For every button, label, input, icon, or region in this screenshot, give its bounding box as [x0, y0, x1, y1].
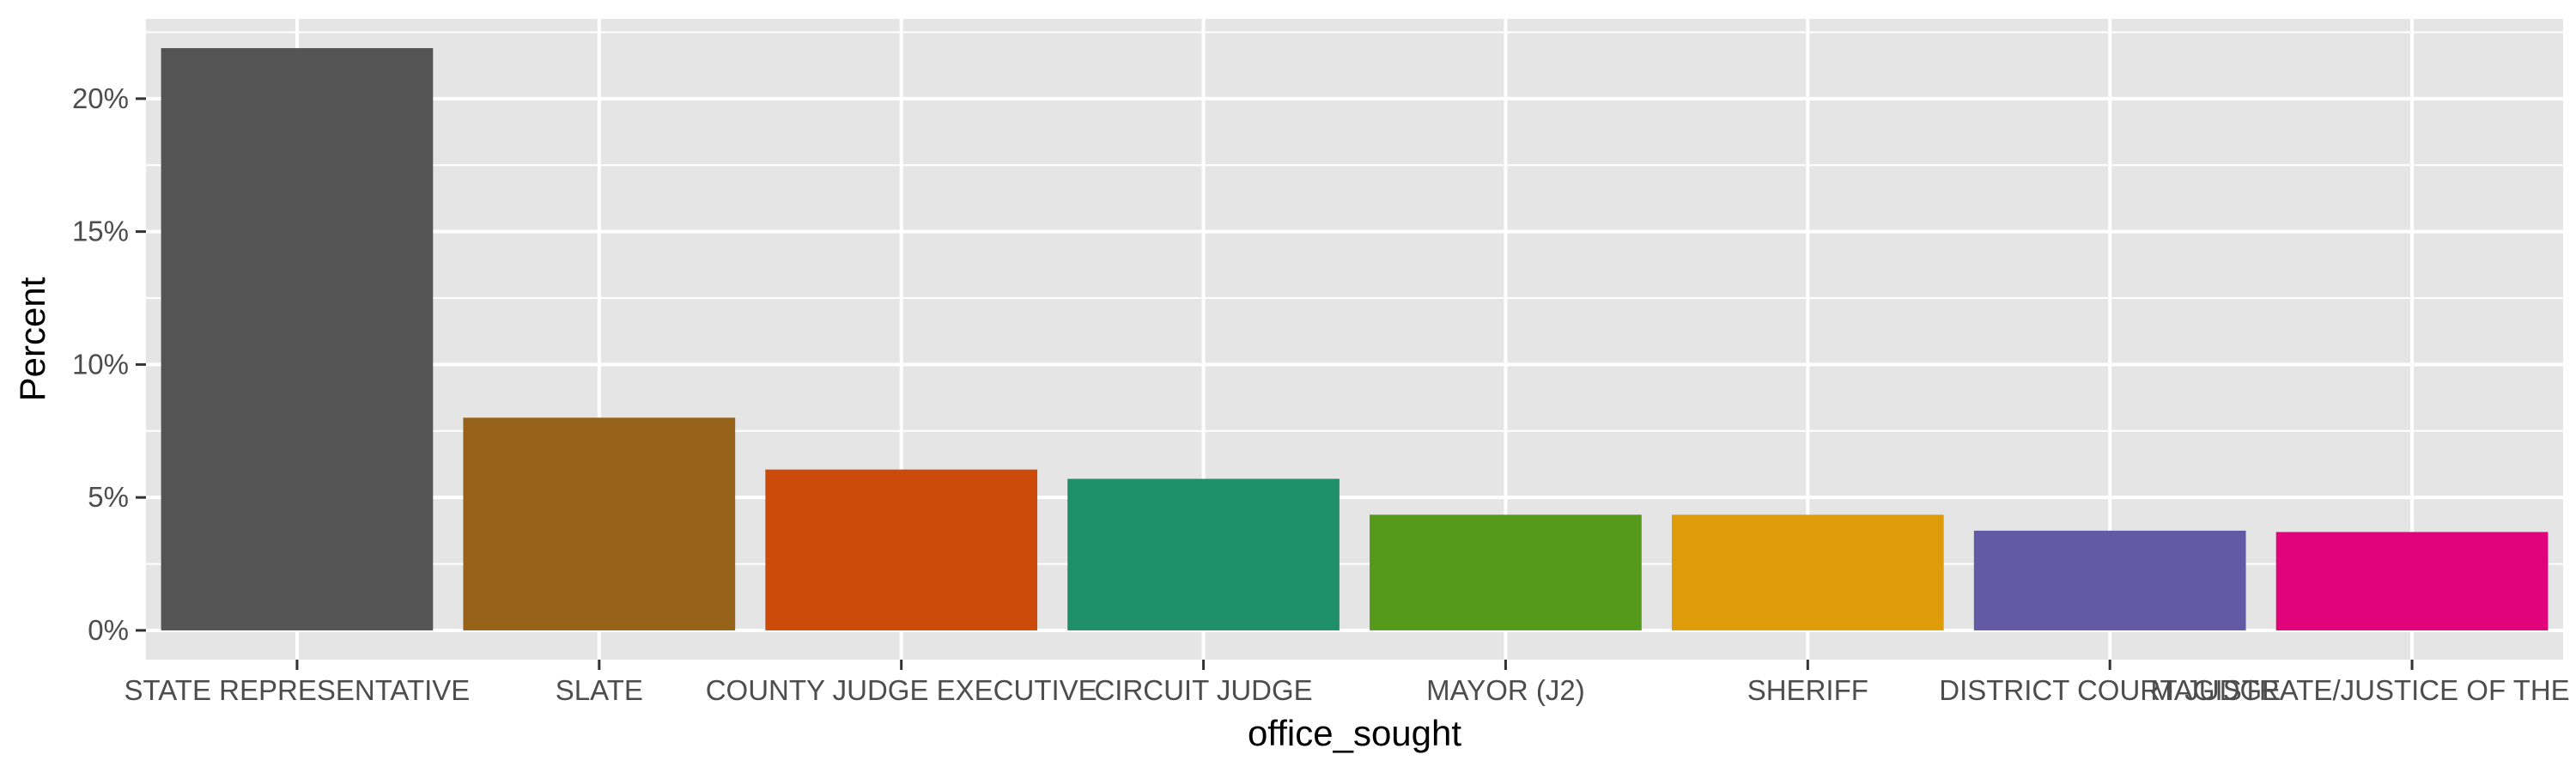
bar: [1973, 530, 2246, 630]
y-tick-label: 0%: [88, 614, 129, 646]
x-axis-title: office_sought: [1248, 713, 1461, 753]
bar: [1370, 514, 1642, 630]
y-tick-label: 5%: [88, 481, 129, 513]
x-axis: STATE REPRESENTATIVE SLATE COUNTY JUDGE EX…: [125, 660, 2576, 706]
x-tick-label: DISTRICT COURT JUDGE: [1939, 674, 2281, 706]
x-tick-label: SHERIFF: [1747, 674, 1868, 706]
bar: [1671, 514, 1944, 630]
x-tick-label: COUNTY JUDGE EXECUTIVE: [706, 674, 1097, 706]
y-axis: 0% 5% 10% 15% 20%: [72, 82, 146, 646]
x-tick-label: STATE REPRESENTATIVE: [125, 674, 471, 706]
x-tick-label: MAYOR (J2): [1426, 674, 1585, 706]
bar: [1067, 478, 1340, 630]
bar: [2275, 532, 2549, 630]
bar: [765, 469, 1038, 630]
bar: [161, 48, 434, 630]
x-tick-label: SLATE: [556, 674, 643, 706]
x-tick-label: CIRCUIT JUDGE: [1094, 674, 1312, 706]
y-tick-label: 10%: [72, 348, 129, 380]
y-tick-label: 20%: [72, 82, 129, 114]
x-tick-label: MAGISTRATE/JUSTICE OF THE PEACE: [2150, 674, 2576, 706]
bars: [161, 48, 2549, 630]
y-axis-title: Percent: [12, 277, 52, 401]
bar: [463, 417, 736, 630]
y-tick-label: 15%: [72, 216, 129, 247]
